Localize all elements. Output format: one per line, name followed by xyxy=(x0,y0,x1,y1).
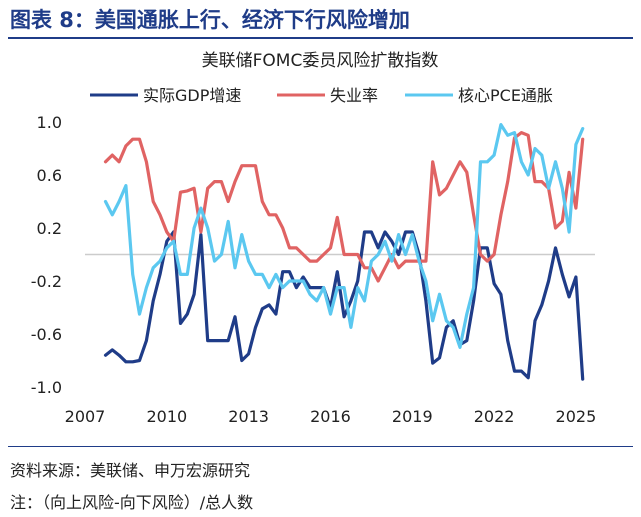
x-tick-label: 2013 xyxy=(228,407,269,426)
source-note: 资料来源：美联储、申万宏源研究 xyxy=(10,461,251,480)
x-tick-label: 2019 xyxy=(392,407,433,426)
legend-label-core-pce: 核心PCE通胀 xyxy=(458,86,553,105)
x-tick-label: 2022 xyxy=(474,407,515,426)
y-tick-label: 0.2 xyxy=(37,219,62,238)
y-tick-label: -0.6 xyxy=(31,325,62,344)
y-tick-label: -0.2 xyxy=(31,272,62,291)
legend: 实际GDP增速 失业率 核心PCE通胀 xyxy=(90,86,553,105)
y-tick-label: -1.0 xyxy=(31,378,62,397)
figure-title: 图表 8：美国通胀上行、经济下行风险增加 xyxy=(10,8,410,32)
chart-container: 美联储FOMC委员风险扩散指数 实际GDP增速 失业率 核心PCE通胀 1.0 0… xyxy=(0,44,641,444)
legend-label-gdp: 实际GDP增速 xyxy=(143,86,241,105)
core-pce-line xyxy=(103,122,585,349)
y-axis: 1.0 0.6 0.2 -0.2 -0.6 -1.0 xyxy=(31,113,62,397)
y-tick-label: 0.6 xyxy=(37,166,62,185)
series-lines xyxy=(103,122,585,381)
title-divider xyxy=(8,37,633,39)
chart-title: 美联储FOMC委员风险扩散指数 xyxy=(202,51,439,71)
gdp-growth-line xyxy=(103,230,585,381)
footnote: 注：（向上风险-向下风险）/总人数 xyxy=(10,493,254,512)
risk-diffusion-chart: 美联储FOMC委员风险扩散指数 实际GDP增速 失业率 核心PCE通胀 1.0 0… xyxy=(31,51,597,426)
x-tick-label: 2010 xyxy=(146,407,187,426)
x-tick-label: 2025 xyxy=(556,407,597,426)
legend-label-unemployment: 失业率 xyxy=(330,86,378,105)
x-axis: 2007 2010 2013 2016 2019 2022 2025 xyxy=(65,407,597,426)
source-divider xyxy=(8,446,633,447)
x-tick-label: 2007 xyxy=(65,407,106,426)
x-tick-label: 2016 xyxy=(310,407,351,426)
y-tick-label: 1.0 xyxy=(37,113,62,132)
unemployment-line xyxy=(103,130,585,283)
